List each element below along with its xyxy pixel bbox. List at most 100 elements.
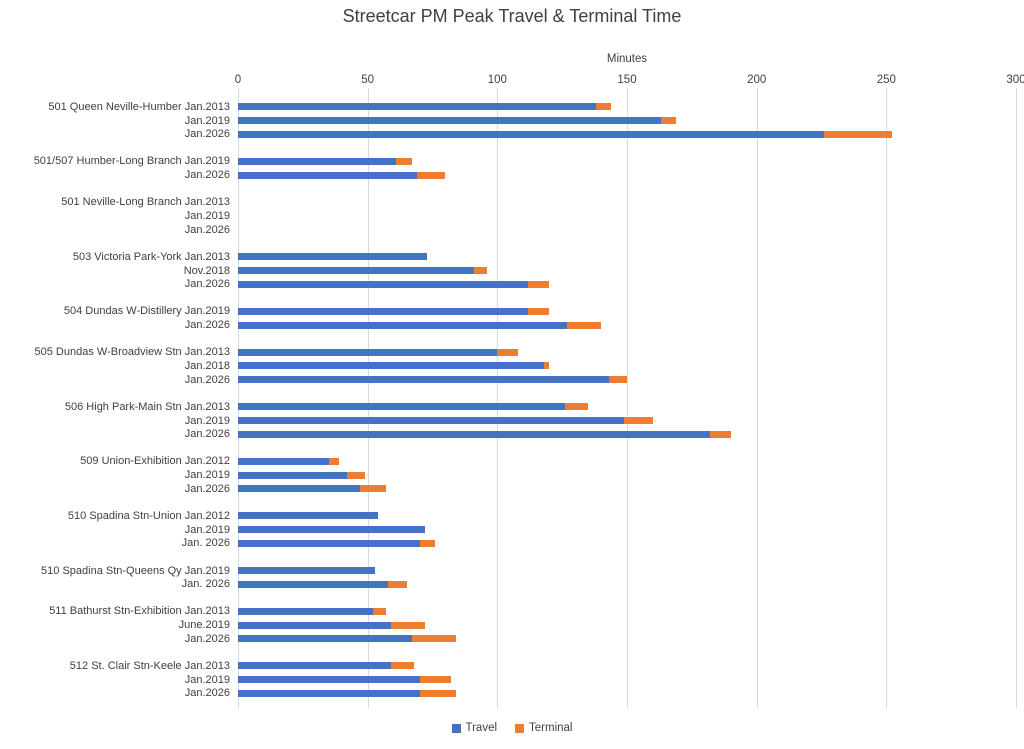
x-tick-label: 100 bbox=[487, 74, 507, 86]
bar-groups: 501 Queen Neville-Humber Jan.2013 Jan.201… bbox=[0, 100, 1024, 714]
chart-title: Streetcar PM Peak Travel & Terminal Time bbox=[342, 6, 682, 26]
bar-row: Jan. 2026 bbox=[0, 537, 1024, 551]
legend-label-terminal: Terminal bbox=[529, 722, 573, 734]
gridline bbox=[238, 88, 239, 708]
bar-row: 509 Union-Exhibition Jan.2012 bbox=[0, 455, 1024, 469]
bar-row: June.2019 bbox=[0, 618, 1024, 632]
bar-row: Jan.2019 bbox=[0, 673, 1024, 687]
bar-row: Jan.2026 bbox=[0, 127, 1024, 141]
bar-track bbox=[238, 403, 1016, 411]
category-label: Jan.2026 bbox=[184, 223, 230, 236]
category-label: 510 Spadina Stn-Union Jan.2012 bbox=[67, 509, 230, 522]
travel-swatch-icon bbox=[451, 723, 461, 733]
bar-track bbox=[238, 607, 1016, 615]
category-label: Jan.2026 bbox=[184, 428, 230, 441]
route-group: 501 Queen Neville-Humber Jan.2013 Jan.201… bbox=[0, 100, 1024, 141]
bar-track bbox=[238, 621, 1016, 629]
bar-track bbox=[238, 485, 1016, 493]
bar-track bbox=[238, 362, 1016, 370]
bar-track bbox=[238, 676, 1016, 684]
bar-track bbox=[238, 226, 1016, 233]
category-label: Jan. 2026 bbox=[181, 578, 230, 591]
category-label: Jan.2019 bbox=[184, 114, 230, 127]
route-group: 503 Victoria Park-York Jan.2013 Nov.2018 J… bbox=[0, 250, 1024, 291]
category-label: Jan.2019 bbox=[184, 209, 230, 222]
category-label: 510 Spadina Stn-Queens Qy Jan.2019 bbox=[41, 564, 230, 577]
travel-bar-segment bbox=[238, 117, 661, 125]
bar-row: Jan.2019 bbox=[0, 468, 1024, 482]
bar-row: Nov.2018 bbox=[0, 264, 1024, 278]
bar-row: 511 Bathurst Stn-Exhibition Jan.2013 bbox=[0, 605, 1024, 619]
category-label: Jan.2026 bbox=[184, 632, 230, 645]
category-label: 509 Union-Exhibition Jan.2012 bbox=[80, 455, 230, 468]
bar-track bbox=[238, 417, 1016, 425]
bar-row: 501 Queen Neville-Humber Jan.2013 bbox=[0, 100, 1024, 114]
terminal-bar-segment bbox=[709, 430, 731, 438]
bar-track bbox=[238, 635, 1016, 643]
category-label: Jan.2026 bbox=[184, 169, 230, 182]
travel-bar-segment bbox=[238, 267, 474, 275]
category-label: 504 Dundas W-Distillery Jan.2019 bbox=[63, 305, 230, 318]
gridlines bbox=[238, 88, 1017, 708]
travel-bar-segment bbox=[238, 526, 425, 534]
bar-track bbox=[238, 471, 1016, 479]
travel-bar-segment bbox=[238, 485, 360, 493]
route-group: 501/507 Humber-Long Branch Jan.2019 Jan.2… bbox=[0, 155, 1024, 182]
travel-bar-segment bbox=[238, 689, 420, 697]
route-group: 511 Bathurst Stn-Exhibition Jan.2013 June… bbox=[0, 605, 1024, 646]
bar-track bbox=[238, 253, 1016, 261]
gridline bbox=[497, 88, 499, 708]
bar-track bbox=[238, 199, 1016, 206]
bar-track bbox=[238, 430, 1016, 438]
travel-bar-segment bbox=[238, 512, 379, 520]
bar-track bbox=[238, 512, 1016, 520]
travel-bar-segment bbox=[238, 676, 420, 684]
travel-bar-segment bbox=[238, 307, 529, 315]
route-group: 510 Spadina Stn-Queens Qy Jan.2019 Jan. 2… bbox=[0, 564, 1024, 591]
bar-track bbox=[238, 267, 1016, 275]
category-label: Jan.2026 bbox=[184, 319, 230, 332]
travel-bar-segment bbox=[238, 376, 609, 384]
x-tick-label: 0 bbox=[234, 74, 242, 86]
bar-row: 510 Spadina Stn-Queens Qy Jan.2019 bbox=[0, 564, 1024, 578]
terminal-bar-segment bbox=[391, 662, 415, 670]
category-label: Jan.2026 bbox=[184, 687, 230, 700]
bar-row: Jan.2026 bbox=[0, 482, 1024, 496]
category-label: Jan. 2026 bbox=[181, 537, 230, 550]
bar-track bbox=[238, 348, 1016, 356]
terminal-bar-segment bbox=[528, 280, 550, 288]
category-label: Jan.2019 bbox=[184, 414, 230, 427]
terminal-bar-segment bbox=[608, 376, 627, 384]
travel-bar-segment bbox=[238, 607, 373, 615]
terminal-bar-segment bbox=[824, 130, 892, 138]
travel-bar-segment bbox=[238, 362, 544, 370]
category-label: 503 Victoria Park-York Jan.2013 bbox=[72, 250, 230, 263]
terminal-bar-segment bbox=[660, 117, 677, 125]
terminal-swatch-icon bbox=[515, 723, 525, 733]
bar-row: 501/507 Humber-Long Branch Jan.2019 bbox=[0, 155, 1024, 169]
terminal-bar-segment bbox=[497, 348, 519, 356]
route-group: 505 Dundas W-Broadview Stn Jan.2013 Jan.2… bbox=[0, 345, 1024, 386]
travel-bar-segment bbox=[238, 662, 391, 670]
travel-bar-segment bbox=[238, 403, 565, 411]
bar-track bbox=[238, 321, 1016, 329]
category-label: Jan.2019 bbox=[184, 673, 230, 686]
route-group: 504 Dundas W-Distillery Jan.2019 Jan.2026 bbox=[0, 305, 1024, 332]
terminal-bar-segment bbox=[359, 485, 386, 493]
travel-bar-segment bbox=[238, 471, 347, 479]
travel-bar-segment bbox=[238, 580, 389, 588]
x-tick-label: 250 bbox=[876, 74, 896, 86]
bar-row: 501 Neville-Long Branch Jan.2013 bbox=[0, 195, 1024, 209]
bar-row: Jan.2026 bbox=[0, 277, 1024, 291]
terminal-bar-segment bbox=[346, 471, 366, 479]
bar-track bbox=[238, 526, 1016, 534]
x-tick-label: 50 bbox=[361, 74, 375, 86]
terminal-bar-segment bbox=[473, 267, 487, 275]
travel-bar-segment bbox=[238, 567, 376, 575]
travel-bar-segment bbox=[238, 130, 825, 138]
bar-row: 510 Spadina Stn-Union Jan.2012 bbox=[0, 509, 1024, 523]
bar-row: Jan.2026 bbox=[0, 427, 1024, 441]
bar-row: 506 High Park-Main Stn Jan.2013 bbox=[0, 400, 1024, 414]
category-label: Jan.2018 bbox=[184, 359, 230, 372]
legend-item-travel: Travel bbox=[451, 722, 497, 734]
